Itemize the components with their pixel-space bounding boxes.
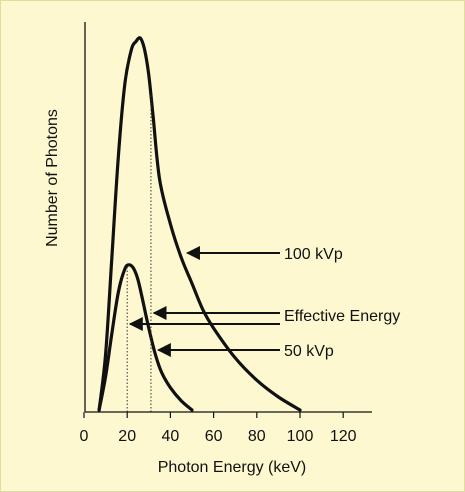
x-tick-label: 40 (162, 428, 180, 445)
x-tick-label: 80 (248, 428, 266, 445)
x-tick-label: 120 (330, 428, 357, 445)
ticks-layer: 0 20 40 60 80 100 120 (80, 412, 357, 445)
axes-layer (84, 22, 372, 413)
x-tick-label: 100 (287, 428, 314, 445)
x-tick-label: 20 (118, 428, 136, 445)
series-line-50-kvp (97, 263, 194, 412)
series-line-100-kvp (97, 36, 302, 412)
annotation-label: 100 kVp (284, 246, 343, 263)
curves-layer (97, 36, 302, 412)
x-axis-label: Photon Energy (keV) (158, 459, 307, 476)
annotation-label: 50 kVp (284, 343, 334, 360)
x-tick-label: 60 (205, 428, 223, 445)
annotation-label: Effective Energy (284, 308, 400, 325)
y-axis-label: Number of Photons (44, 109, 61, 247)
annotations-layer: 100 kVp Effective Energy 50 kVp (128, 246, 400, 360)
x-tick-label: 0 (80, 428, 89, 445)
